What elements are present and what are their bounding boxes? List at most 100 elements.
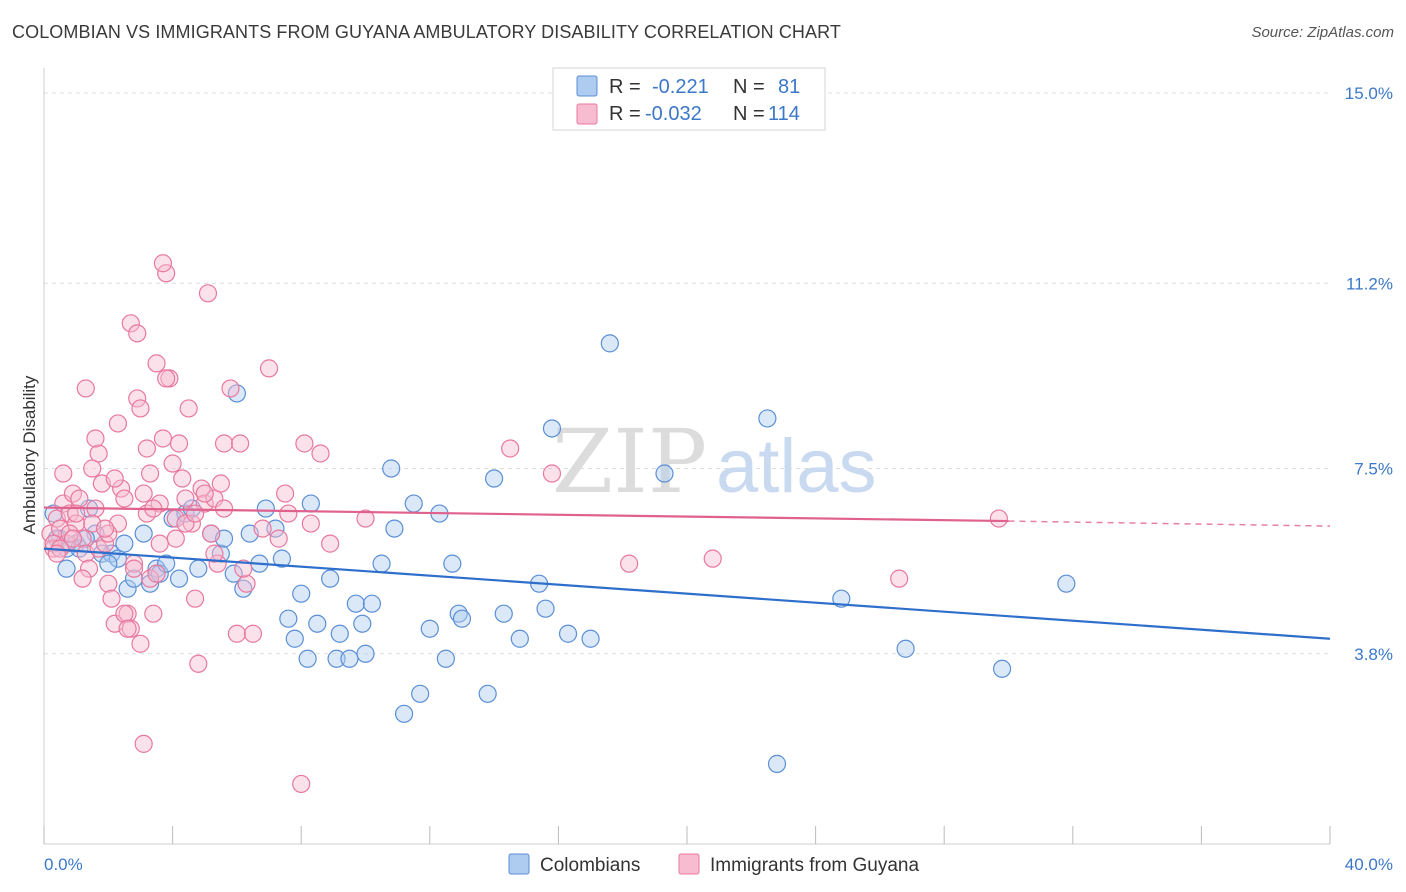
- point-colombians-44: [340, 649, 359, 668]
- point-colombians-58: [443, 554, 462, 573]
- point-guyana-45: [186, 589, 205, 608]
- point-guyana-60: [253, 519, 272, 538]
- point-guyana-100: [124, 559, 144, 578]
- point-guyana-22: [112, 479, 131, 498]
- point-colombians-75: [896, 639, 915, 658]
- point-colombians-12: [118, 579, 137, 598]
- point-colombians-54: [411, 684, 430, 703]
- point-guyana-69: [292, 774, 311, 794]
- point-colombians-57: [436, 649, 455, 668]
- point-guyana-112: [234, 559, 253, 578]
- point-guyana-66: [301, 514, 320, 533]
- point-colombians-0: [44, 504, 63, 523]
- point-guyana-48: [195, 494, 214, 513]
- point-guyana-46: [189, 654, 208, 673]
- series-guyana-points: [41, 254, 1008, 794]
- point-guyana-105: [157, 369, 176, 388]
- point-guyana-62: [269, 529, 288, 548]
- legend-r-value-2: -0.032: [645, 103, 702, 125]
- point-guyana-53: [211, 474, 230, 493]
- point-colombians-45: [346, 594, 365, 613]
- point-guyana-75: [890, 569, 909, 588]
- y-tick-label-1: 7.5%: [1354, 460, 1393, 479]
- point-guyana-35: [153, 429, 173, 448]
- point-guyana-47: [192, 479, 211, 498]
- point-colombians-52: [394, 704, 414, 723]
- y-tick-labels: 3.8% 7.5% 11.2% 15.0%: [1345, 84, 1393, 664]
- point-guyana-32: [144, 604, 163, 623]
- point-guyana-44: [182, 514, 201, 533]
- point-guyana-83: [89, 444, 108, 463]
- bottom-legend-swatch-colombians: [508, 853, 530, 875]
- point-colombians-64: [510, 629, 529, 648]
- point-guyana-108: [186, 504, 205, 523]
- point-colombians-15: [140, 574, 160, 593]
- point-guyana-29: [134, 484, 153, 503]
- point-colombians-25: [211, 544, 230, 563]
- point-guyana-18: [99, 574, 118, 593]
- point-guyana-36: [157, 264, 176, 283]
- legend-swatch-blue: [576, 75, 598, 97]
- trend-line-guyana-extension: [1008, 520, 1331, 527]
- x-tick-label-max: 40.0%: [1345, 855, 1393, 874]
- point-guyana-41: [173, 469, 192, 488]
- point-guyana-64: [279, 504, 298, 523]
- point-colombians-35: [279, 609, 298, 628]
- y-tick-label-2: 11.2%: [1346, 274, 1393, 293]
- bottom-legend-label-guyana: Immigrants from Guyana: [710, 855, 919, 876]
- point-colombians-38: [298, 649, 317, 668]
- point-guyana-38: [163, 454, 182, 473]
- legend-frame: [552, 67, 826, 131]
- point-colombians-72: [758, 409, 777, 428]
- point-colombians-70: [600, 334, 619, 353]
- point-colombians-41: [321, 569, 340, 588]
- point-guyana-68: [321, 534, 340, 553]
- legend-n-label-1: N =: [733, 76, 765, 98]
- point-colombians-42: [327, 649, 346, 668]
- point-guyana-61: [259, 359, 279, 378]
- point-guyana-101: [131, 634, 150, 653]
- point-colombians-55: [420, 619, 439, 638]
- point-colombians-69: [581, 629, 600, 648]
- point-colombians-62: [485, 469, 504, 488]
- point-colombians-74: [832, 589, 851, 608]
- point-colombians-33: [266, 519, 285, 538]
- x-axis-ticks: [43, 826, 1331, 844]
- legend-n-value-1: 81: [778, 76, 800, 98]
- legend-r-label-1: R =: [609, 76, 641, 98]
- point-guyana-99: [118, 619, 137, 638]
- bottom-legend-label-colombians: Colombians: [540, 855, 640, 876]
- point-guyana-65: [295, 434, 314, 453]
- point-colombians-16: [147, 559, 166, 578]
- point-guyana-12: [79, 559, 99, 578]
- point-guyana-89: [134, 734, 153, 753]
- point-colombians-46: [353, 614, 372, 633]
- point-colombians-73: [767, 754, 787, 773]
- legend-n-value-2: 114: [768, 103, 800, 125]
- point-guyana-19: [102, 589, 121, 608]
- point-guyana-50: [202, 524, 221, 543]
- y-tick-label-3: 15.0%: [1345, 84, 1393, 103]
- point-guyana-28: [131, 399, 150, 418]
- point-guyana-42: [176, 489, 195, 508]
- point-colombians-50: [382, 459, 401, 478]
- point-guyana-111: [214, 499, 234, 518]
- point-guyana-109: [195, 484, 214, 503]
- point-colombians-61: [478, 684, 497, 703]
- y-tick-label-0: 3.8%: [1354, 645, 1393, 664]
- x-tick-label-min: 0.0%: [44, 855, 83, 874]
- point-colombians-39: [301, 494, 320, 513]
- point-colombians-19: [169, 569, 189, 588]
- point-guyana-6: [60, 504, 79, 523]
- point-colombians-47: [356, 644, 375, 663]
- point-guyana-74: [703, 549, 722, 568]
- point-guyana-92: [153, 254, 173, 273]
- point-guyana-51: [205, 489, 224, 508]
- point-colombians-60: [452, 609, 472, 628]
- point-guyana-54: [214, 434, 234, 453]
- legend-r-value-1: -0.221: [652, 76, 709, 98]
- point-colombians-43: [330, 624, 349, 643]
- point-colombians-29: [234, 579, 253, 598]
- point-guyana-102: [137, 439, 156, 458]
- point-guyana-73: [620, 554, 639, 573]
